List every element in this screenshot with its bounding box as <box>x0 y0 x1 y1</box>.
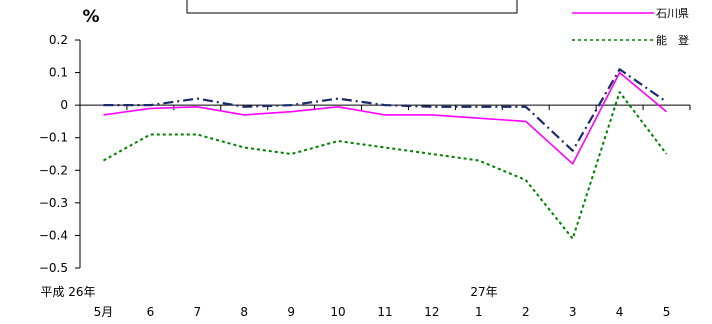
x-tick-label: 12 <box>424 305 439 319</box>
y-tick-label: −0.2 <box>39 163 68 177</box>
title-box <box>186 0 518 14</box>
series-line-2 <box>103 68 668 152</box>
series-group <box>103 68 668 240</box>
x-tick-label: 5月 <box>94 305 114 319</box>
y-tick-label: −0.1 <box>39 131 68 145</box>
y-ticks: 0.2 0.1 0 −0.1 −0.2 −0.3 −0.4 −0.5 <box>39 33 80 275</box>
y-tick-label: 0.2 <box>49 33 68 47</box>
x-tick-label: 5 <box>663 305 671 319</box>
x-tick-label: 4 <box>616 305 624 319</box>
x-tick-label: 7 <box>193 305 201 319</box>
y-tick-label: 0.1 <box>49 66 68 80</box>
y-tick-label: −0.3 <box>39 196 68 210</box>
x-tick-label: 8 <box>240 305 248 319</box>
x-tick-label: 10 <box>330 305 345 319</box>
series-line-0 <box>103 71 668 165</box>
x-tick-label: 11 <box>377 305 392 319</box>
x-tick-label: 3 <box>569 305 577 319</box>
x-ticks: 5月 6 7 8 9 10 11 12 1 2 3 4 5 <box>79 105 691 319</box>
year-label-first: 平成 26年 <box>40 285 95 299</box>
y-tick-label: −0.4 <box>39 228 68 242</box>
y-tick-label: −0.5 <box>39 261 68 275</box>
legend-label-ishikawa: 石川県 <box>656 7 689 20</box>
y-tick-label: 0 <box>60 98 68 112</box>
x-tick-label: 9 <box>287 305 295 319</box>
y-unit-label: % <box>82 7 99 27</box>
legend-label-noto: 能 登 <box>656 33 689 47</box>
x-tick-label: 6 <box>147 305 155 319</box>
year-label-second: 27年 <box>470 285 497 299</box>
legend: 石川県 能 登 <box>572 7 689 47</box>
x-tick-label: 2 <box>522 305 530 319</box>
x-tick-label: 1 <box>475 305 483 319</box>
